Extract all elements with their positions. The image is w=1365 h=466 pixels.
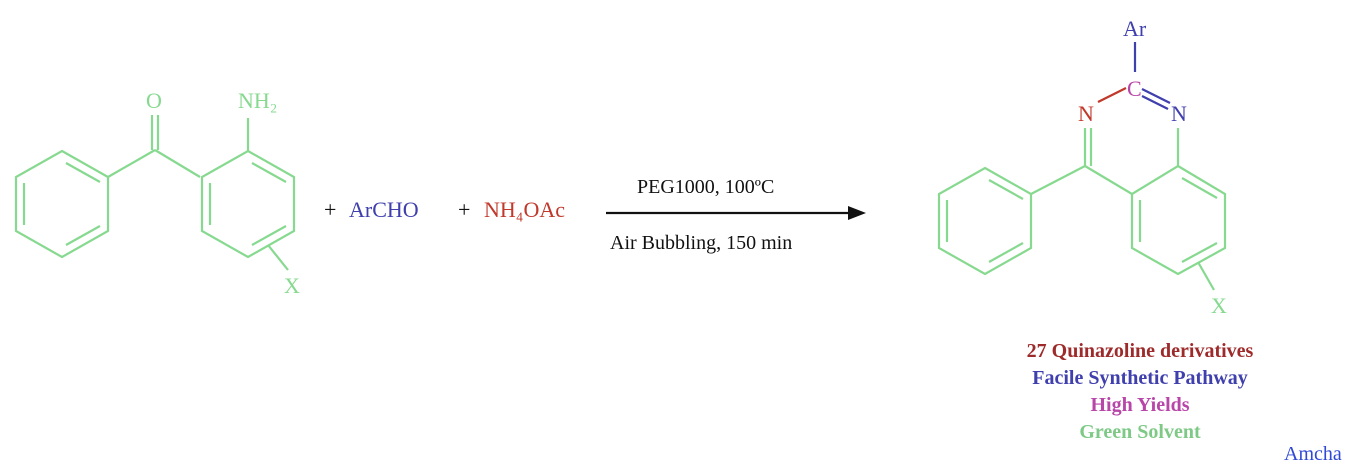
aldehyde-label: ArCHO: [349, 197, 419, 222]
summary-pathway: Facile Synthetic Pathway: [1032, 367, 1248, 389]
reaction-arrow-head: [848, 206, 866, 220]
reactant-phenyl-ring: [14, 149, 110, 259]
product-nitrogen-right-label: N: [1171, 101, 1187, 126]
product-aryl-label: Ar: [1123, 16, 1147, 41]
carbonyl-bond: [107, 149, 156, 178]
condition-top: PEG1000, 100ºC: [637, 176, 774, 198]
product-phenyl-ring: [937, 166, 1033, 276]
product-substituent-label: X: [1211, 293, 1227, 318]
plus-sign-1: +: [324, 197, 336, 222]
summary-yields: High Yields: [1090, 394, 1190, 416]
reactant-aminophenyl-ring: [200, 149, 296, 259]
plus-sign-2: +: [458, 197, 470, 222]
credit-link[interactable]: Amcha: [1284, 443, 1342, 465]
reactant-amine-label: NH₂: [238, 88, 277, 113]
summary-derivatives: 27 Quinazoline derivatives: [1026, 340, 1254, 362]
summary-solvent: Green Solvent: [1079, 421, 1201, 443]
ammonium-acetate-label: NH₄OAc: [484, 197, 565, 222]
product-nitrogen-left-label: N: [1078, 101, 1094, 126]
product-summary: 27 Quinazoline derivatives Facile Synthe…: [930, 338, 1350, 446]
product-carbon-label: C: [1127, 76, 1142, 101]
reactant-oxygen-label: O: [146, 88, 162, 113]
product-benzo-ring: [1130, 164, 1227, 276]
product-structure: [937, 42, 1227, 291]
reactant-substituent-label: X: [284, 273, 300, 298]
condition-bottom: Air Bubbling, 150 min: [610, 232, 792, 254]
reactant-structure: [14, 115, 296, 271]
